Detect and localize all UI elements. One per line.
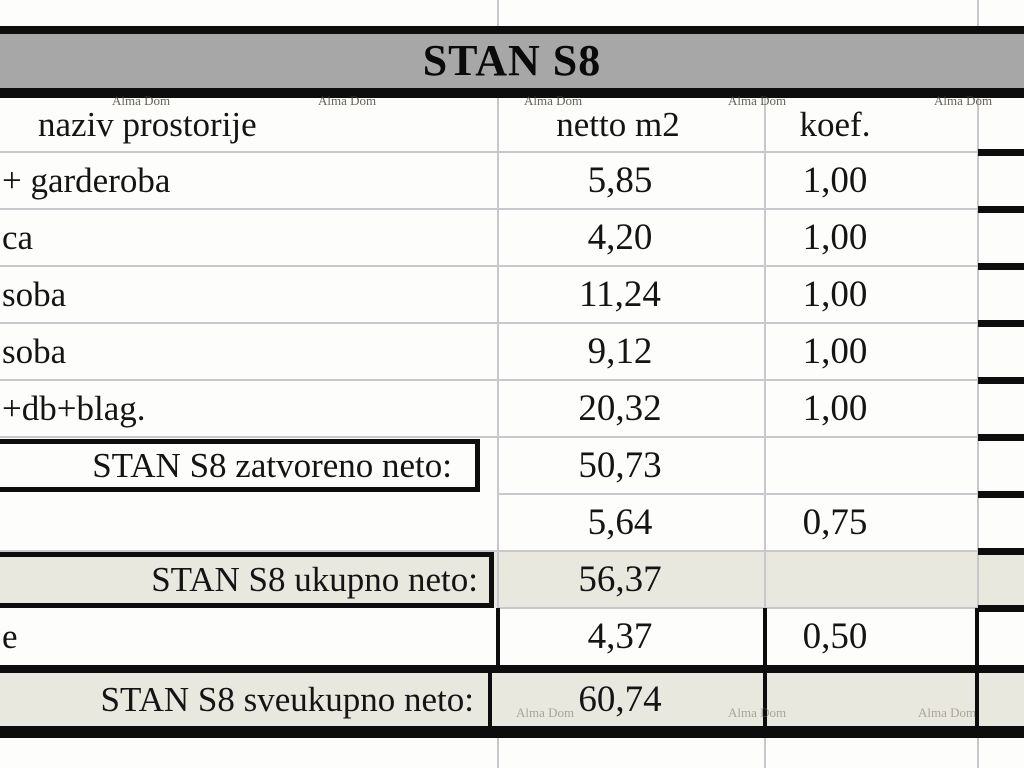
cell-netto-grand-total: 60,74 [578,679,662,720]
cell-netto-1: 5,85 [587,160,653,201]
watermark: Alma Dom [728,93,787,108]
cell-name-4: soba [2,332,67,371]
title-bottom-border [0,88,1024,98]
grid-line [498,607,978,609]
column-header-naziv: naziv prostorije [38,105,257,144]
grand-total-top-border [0,665,1024,673]
cell-name-1: + garderoba [2,161,171,200]
grid-line [978,377,1024,384]
cell-name-grand-total: STAN S8 sveukupno neto: [100,680,474,719]
cell-netto-subtotal: 50,73 [578,445,662,486]
watermark: Alma Dom [728,705,787,720]
cell-netto-5: 20,32 [578,388,662,429]
grid-line [978,491,1024,498]
grid-line [0,208,978,210]
grid-line [497,0,499,26]
cell-netto-7: 5,64 [587,502,653,543]
summary-row-background [0,673,1024,726]
grid-line [977,98,979,609]
grid-line [0,151,978,153]
title-bar: STAN S8 [0,34,1024,88]
grid-line [0,379,978,381]
cell-netto-2: 4,20 [587,217,653,258]
cell-name-7 [2,494,462,551]
watermark: Alma Dom [524,93,583,108]
grid-line [488,673,492,726]
column-header-koef: koef. [799,105,871,144]
grid-line [496,608,500,665]
total-box [0,552,494,608]
cell-name-5: +db+blag. [2,389,146,428]
grid-line [0,265,978,267]
cell-koef-5: 1,00 [802,388,868,429]
grid-line [977,0,979,26]
grid-line [764,738,766,768]
watermark: Alma Dom [516,705,575,720]
watermark: Alma Dom [112,93,171,108]
cell-name-subtotal: STAN S8 zatvoreno neto: [92,446,452,485]
cell-netto-total: 56,37 [578,559,662,600]
grid-line [0,436,978,438]
cell-koef-9: 0,50 [802,616,868,657]
table-top-border [0,26,1024,34]
cell-koef-1: 1,00 [802,160,868,201]
grid-line [978,149,1024,156]
cell-koef-3: 1,00 [802,274,868,315]
grid-line [498,493,978,495]
grid-line [977,738,979,768]
grid-line [978,206,1024,213]
table-title: STAN S8 [422,36,602,85]
watermark: Alma Dom [918,705,977,720]
grid-line [497,738,499,768]
cell-name-3: soba [2,275,67,314]
grid-line [978,320,1024,327]
grid-line [978,605,1024,612]
watermark: Alma Dom [934,93,993,108]
cell-netto-3: 11,24 [579,274,661,315]
cell-koef-7: 0,75 [802,502,868,543]
grid-line [978,263,1024,270]
grid-line [0,322,978,324]
cell-koef-2: 1,00 [802,217,868,258]
cell-netto-4: 9,12 [587,331,653,372]
cell-name-total: STAN S8 ukupno neto: [151,560,478,599]
cell-name-9: e [2,617,18,656]
watermark: Alma Dom [318,93,377,108]
cell-koef-4: 1,00 [802,331,868,372]
grid-line [764,98,766,609]
table-bottom-border [0,726,1024,738]
column-header-netto: netto m2 [556,105,680,144]
grid-line [978,548,1024,555]
subtotal-box [0,439,480,492]
cell-netto-9: 4,37 [587,616,653,657]
cell-name-2: ca [2,218,34,257]
grid-line [978,434,1024,441]
summary-row-background [0,551,1024,608]
grid-line [0,550,978,552]
grid-line [497,98,499,609]
